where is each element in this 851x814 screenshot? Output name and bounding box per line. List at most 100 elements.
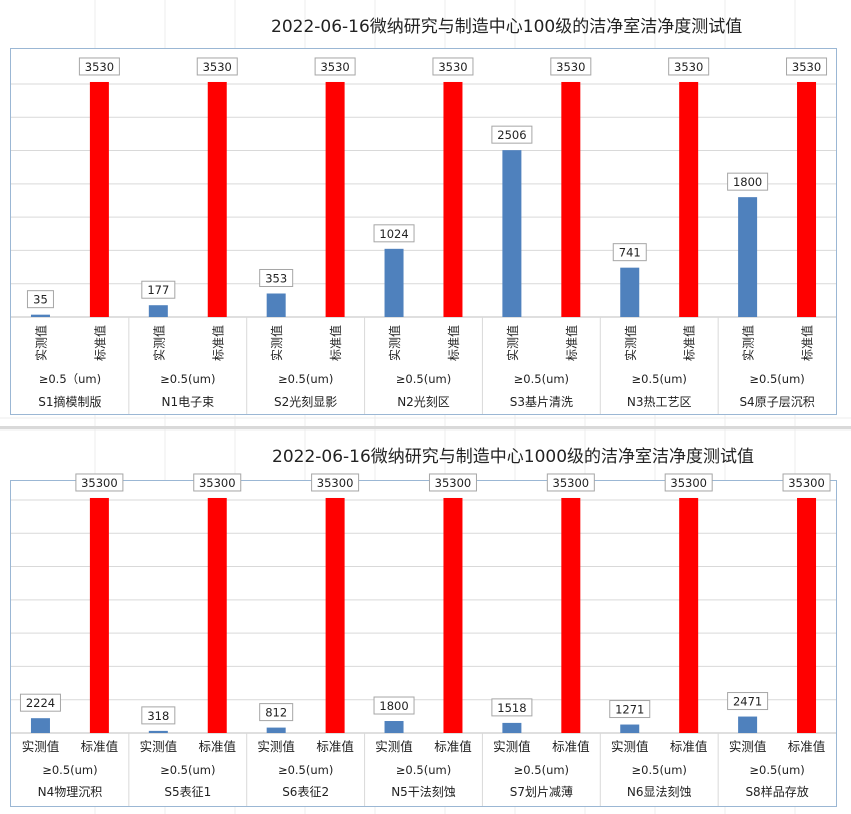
bar-standard: [679, 497, 699, 733]
section-divider: [0, 426, 851, 429]
data-label: 3530: [556, 60, 585, 74]
bar-standard: [89, 81, 109, 317]
size-label: ≥0.5(um): [749, 372, 804, 386]
data-label-box: [491, 698, 533, 717]
data-label: 35300: [670, 476, 707, 490]
chart-title: 2022-06-16微纳研究与制造中心100级的洁净室洁净度测试值: [271, 17, 743, 37]
group-label: N2光刻区: [397, 395, 450, 409]
bar-category-label: 实测值: [375, 739, 413, 754]
group-label: S7划片减薄: [510, 784, 573, 799]
data-label: 812: [265, 706, 287, 720]
bar-category-label: 实测值: [611, 739, 649, 754]
data-label: 3530: [792, 60, 821, 74]
bar-category-label: 实测值: [729, 739, 767, 754]
bar-standard: [325, 81, 345, 317]
data-label: 318: [147, 709, 169, 723]
data-label-box: [432, 57, 474, 76]
bar-actual: [30, 314, 50, 317]
data-label: 2471: [733, 695, 762, 709]
data-label-box: [609, 700, 651, 719]
group-label: S6表征2: [282, 785, 329, 799]
bar-actual: [620, 267, 640, 317]
size-label: ≥0.5(um): [632, 763, 687, 777]
bar-category-label: 标准值: [564, 325, 579, 361]
data-label: 3530: [674, 60, 703, 74]
bar-category-label: 标准值: [316, 739, 354, 754]
data-label-box: [78, 57, 120, 76]
data-label: 3530: [203, 60, 232, 74]
data-label: 741: [619, 246, 641, 260]
data-label-box: [75, 473, 124, 492]
size-label: ≥0.5(um): [278, 372, 333, 386]
bar-category-label: 标准值: [210, 325, 225, 361]
bar-category-label: 实测值: [257, 739, 295, 754]
data-label-box: [314, 57, 356, 76]
bar-category-label: 标准值: [92, 325, 107, 361]
size-label: ≥0.5(um): [396, 372, 451, 386]
bar-category-label: 实测值: [493, 739, 531, 754]
bar-actual: [384, 721, 404, 733]
bar-standard: [89, 497, 109, 733]
data-label-box: [19, 693, 61, 712]
size-label: ≥0.5(um): [160, 763, 215, 777]
size-label: ≥0.5(um): [42, 763, 97, 777]
bar-category-label: 标准值: [81, 739, 119, 754]
bar-actual: [384, 248, 404, 317]
bar-category-label: 实测值: [140, 739, 178, 754]
group-label: N6显法刻蚀: [627, 785, 692, 799]
bar-category-label: 实测值: [269, 325, 284, 361]
data-label-box: [311, 473, 360, 492]
size-label: ≥0.5(um): [514, 763, 569, 777]
data-label: 3530: [320, 60, 349, 74]
bar-standard: [207, 497, 227, 733]
bar-standard: [443, 81, 463, 317]
chart-title: 2022-06-16微纳研究与制造中心1000级的洁净室洁净度测试值: [272, 447, 755, 467]
data-label-box: [668, 57, 710, 76]
bar-actual: [738, 716, 758, 733]
bar-standard: [797, 497, 817, 733]
data-label: 1800: [733, 175, 762, 189]
bar-category-label: 实测值: [505, 325, 520, 361]
data-label-box: [786, 57, 828, 76]
bar-standard: [679, 81, 699, 317]
size-label: ≥0.5(um): [160, 372, 215, 386]
bar-category-label: 标准值: [788, 739, 826, 754]
bar-standard: [797, 81, 817, 317]
bar-actual: [502, 722, 522, 733]
size-label: ≥0.5(um): [278, 763, 333, 777]
group-label: N4物理沉积: [38, 785, 103, 799]
data-label-box: [196, 57, 238, 76]
bar-standard: [561, 81, 581, 317]
data-label-box: [664, 473, 713, 492]
bar-actual: [30, 718, 50, 733]
data-label: 2506: [497, 128, 526, 142]
bar-category-label: 标准值: [682, 325, 697, 361]
data-label-box: [141, 706, 176, 725]
chart-frame: [10, 48, 837, 415]
data-label-box: [727, 172, 769, 191]
chart-frame: [10, 480, 837, 807]
data-label-box: [259, 268, 294, 287]
group-label: S8样品存放: [745, 784, 808, 799]
data-label-box: [373, 696, 415, 715]
data-label-box: [491, 125, 533, 144]
data-label-box: [259, 703, 294, 722]
bar-standard: [443, 497, 463, 733]
bar-category-label: 标准值: [328, 325, 343, 361]
group-label: S2光刻显影: [274, 395, 337, 409]
data-label: 35300: [435, 476, 472, 490]
data-label: 35300: [788, 476, 825, 490]
bar-actual: [620, 724, 640, 733]
bar-category-label: 实测值: [22, 739, 60, 754]
data-label-box: [141, 280, 176, 299]
bar-category-label: 标准值: [198, 739, 236, 754]
bar-category-label: 标准值: [670, 739, 708, 754]
bar-category-label: 实测值: [33, 325, 48, 361]
data-label: 35300: [199, 476, 236, 490]
data-label: 3530: [438, 60, 467, 74]
data-label-box: [550, 57, 592, 76]
data-label-box: [26, 290, 54, 309]
data-label-box: [612, 243, 647, 262]
data-label: 35300: [553, 476, 590, 490]
